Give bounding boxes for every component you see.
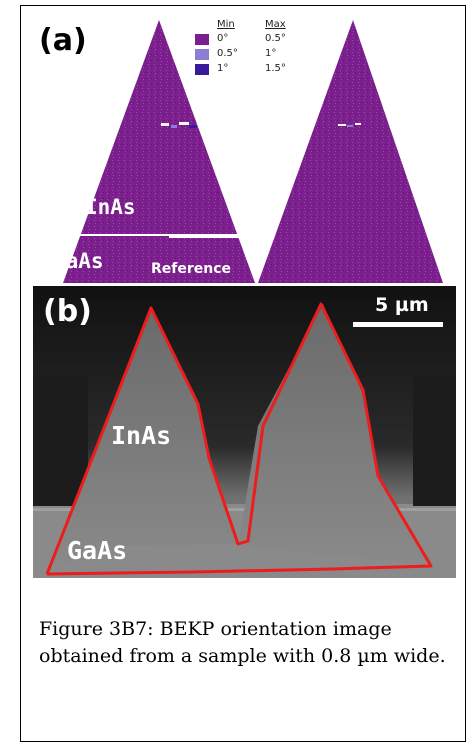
left-ridge (47, 308, 238, 572)
panel-b-label: (b) (43, 294, 92, 329)
sem-image-graphic (33, 286, 456, 578)
panel-a-orientation-map: (a) Min Max 0° 0.5° 0.5° 1° 1° 1.5° InAs… (33, 15, 456, 283)
panel-b-inas-label: InAs (111, 421, 172, 450)
scale-bar-text: 5 µm (375, 294, 429, 316)
legend-min: 0° (217, 33, 229, 44)
legend-swatch (195, 64, 209, 75)
grain-outline (45, 302, 433, 576)
legend-swatch (195, 49, 209, 60)
figure-caption: Figure 3B7: BEKP orientation image obtai… (39, 618, 446, 667)
legend-swatch (195, 34, 209, 45)
panel-b-gaas-label: GaAs (67, 536, 128, 565)
reference-grain (63, 20, 255, 283)
figure-frame: (a) Min Max 0° 0.5° 0.5° 1° 1° 1.5° InAs… (20, 5, 466, 742)
legend-max: 1.5° (265, 63, 286, 74)
legend-row: 1° 1.5° (195, 63, 315, 77)
legend-max: 0.5° (265, 33, 286, 44)
legend-max-header: Max (265, 19, 286, 30)
reference-label: Reference (151, 261, 232, 277)
misorientation-legend: Min Max 0° 0.5° 0.5° 1° 1° 1.5° (195, 19, 315, 81)
right-ridge (238, 304, 431, 566)
panel-a-gaas-label: GaAs (53, 249, 104, 273)
legend-row: 0.5° 1° (195, 48, 315, 62)
misorientation-speckles (161, 122, 361, 128)
scale-bar (353, 322, 443, 327)
legend-max: 1° (265, 48, 277, 59)
legend-min: 1° (217, 63, 229, 74)
test-grain (258, 20, 443, 283)
legend-min: 0.5° (217, 48, 238, 59)
panel-a-label: (a) (39, 23, 87, 58)
panel-a-inas-label: InAs (85, 195, 136, 219)
legend-row: 0° 0.5° (195, 33, 315, 47)
legend-min-header: Min (217, 19, 235, 30)
panel-b-sem-image: (b) 5 µm InAs GaAs (33, 286, 456, 578)
orientation-map-graphic (63, 20, 443, 283)
